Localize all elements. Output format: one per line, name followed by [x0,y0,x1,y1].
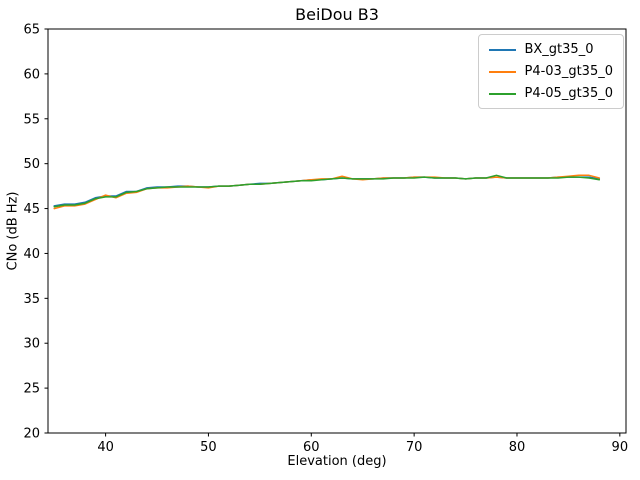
chart-title: BeiDou B3 [295,5,379,24]
legend-line-swatch [489,48,517,51]
x-tick-label: 40 [97,440,114,455]
legend-entry: BX_gt35_0 [489,42,613,57]
legend-label: BX_gt35_0 [524,42,594,57]
x-tick-label: 90 [612,440,629,455]
x-tick-label: 70 [406,440,423,455]
y-tick-label: 25 [23,382,40,397]
axes-frame [47,28,627,434]
legend: BX_gt35_0 P4-03_gt35_0 P4-05_gt35_0 [478,34,624,109]
legend-line-swatch [489,92,517,95]
y-tick-label: 50 [23,157,40,172]
legend-label: P4-05_gt35_0 [524,86,613,101]
y-tick-label: 35 [23,292,40,307]
legend-line-swatch [489,70,517,73]
y-tick-label: 40 [23,247,40,262]
y-tick-label: 20 [23,427,40,442]
y-tick-label: 55 [23,112,40,127]
y-tick-label: 60 [23,67,40,82]
y-axis-label: CNo (dB Hz) [5,191,21,271]
legend-entry: P4-05_gt35_0 [489,86,613,101]
series-line-P4-05_gt35_0 [53,174,601,208]
x-tick-label: 60 [303,440,320,455]
y-tick-label: 65 [23,23,40,38]
x-tick-label: 50 [200,440,217,455]
legend-entry: P4-03_gt35_0 [489,64,613,79]
y-tick-label: 30 [23,337,40,352]
y-tick-label: 45 [23,202,40,217]
legend-label: P4-03_gt35_0 [524,64,613,79]
x-axis-label: Elevation (deg) [287,454,387,469]
x-tick-label: 80 [509,440,526,455]
